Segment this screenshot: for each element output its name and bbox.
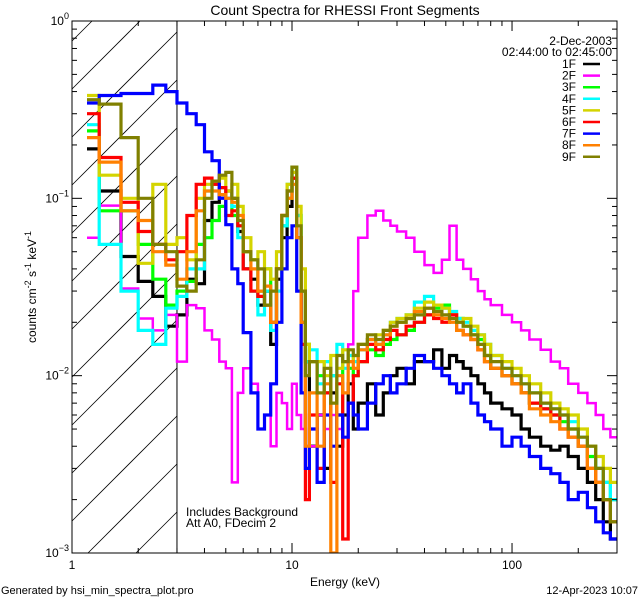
y-label-exp: -2: [23, 280, 33, 288]
legend-label: 2F: [562, 69, 576, 83]
y-tick-exp: −1: [59, 188, 69, 198]
y-tick-label: 10−2: [45, 366, 69, 383]
excluded-region-hatch: [71, 20, 178, 554]
hatch-line: [71, 223, 178, 330]
y-axis-label: counts cm-2 s-1 keV-1: [23, 231, 39, 343]
legend-date: 2-Dec-2003: [549, 34, 612, 48]
hatch-line: [71, 271, 178, 378]
y-label-part: counts cm: [25, 288, 39, 343]
x-tick-label: 100: [502, 558, 522, 572]
legend-label: 9F: [562, 150, 576, 164]
annotation-attenuator: Att A0, FDecim 2: [186, 516, 276, 530]
series-9f-line: [87, 98, 617, 524]
footer-timestamp: 12-Apr-2023 10:07: [546, 585, 638, 597]
y-tick-exp: −3: [59, 543, 69, 553]
y-tick-label: 100: [51, 11, 69, 28]
legend-label: 6F: [562, 115, 576, 129]
series-4f-line: [87, 123, 617, 502]
y-tick-exp: −2: [59, 366, 69, 376]
hatch-line: [71, 20, 93, 42]
legend-time-range: 02:44:00 to 02:45:00: [502, 45, 612, 59]
x-axis-label: Energy (keV): [310, 575, 380, 589]
series-layer: [87, 83, 617, 553]
x-tick-label: 10: [285, 558, 299, 572]
hatch-line: [71, 127, 178, 234]
hatch-line: [71, 79, 178, 186]
hatch-line: [71, 20, 141, 90]
y-tick-base: 10: [45, 191, 59, 205]
y-tick-base: 10: [45, 546, 59, 560]
hatch-line: [71, 31, 178, 138]
chart-title: Count Spectra for RHESSI Front Segments: [210, 2, 479, 18]
y-tick-base: 10: [45, 369, 59, 383]
series-7f-line: [87, 83, 617, 541]
y-tick-label: 10−1: [45, 188, 69, 205]
hatch-line: [71, 367, 178, 474]
hatch-line: [71, 319, 178, 426]
y-tick-label: 10−3: [45, 543, 69, 560]
legend-label: 8F: [562, 138, 576, 152]
hatch-line: [135, 511, 178, 554]
y-label-exp: -1: [23, 263, 33, 271]
y-tick-exp: 0: [64, 11, 69, 21]
legend-label: 5F: [562, 103, 576, 117]
legend-label: 7F: [562, 127, 576, 141]
y-tick-base: 10: [51, 14, 65, 28]
plot-frame: [71, 20, 618, 554]
legend: 2-Dec-2003 02:44:00 to 02:45:00 1F2F3F4F…: [502, 34, 612, 164]
y-label-part: keV: [25, 239, 39, 263]
legend-label: 3F: [562, 80, 576, 94]
legend-label: 1F: [562, 57, 576, 71]
annotation-background: Includes Background: [186, 505, 298, 519]
y-label-part: s: [25, 271, 39, 280]
hatch-line: [87, 463, 178, 554]
hatch-line: [71, 175, 178, 282]
legend-label: 4F: [562, 92, 576, 106]
footer-generated-by: Generated by hsi_min_spectra_plot.pro: [1, 585, 194, 597]
hatch-line: [71, 415, 178, 522]
y-label-exp: -1: [23, 231, 33, 239]
x-tick-label: 1: [69, 558, 76, 572]
